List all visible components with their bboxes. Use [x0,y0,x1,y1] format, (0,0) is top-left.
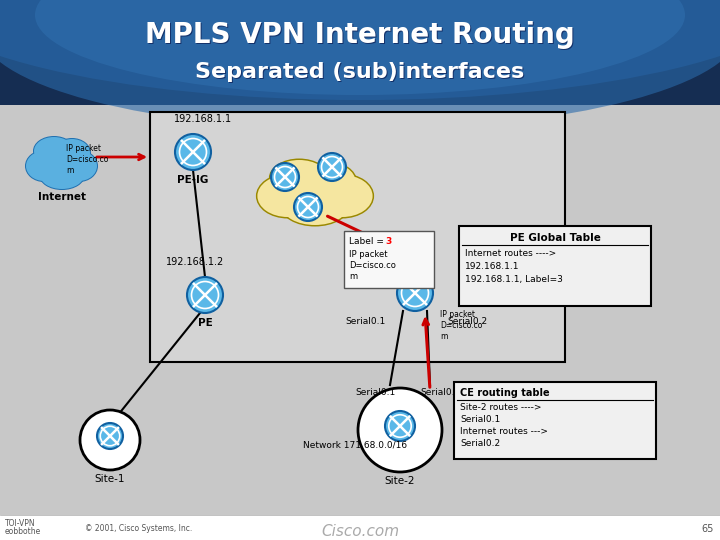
Ellipse shape [35,0,685,95]
Text: Serial0.2: Serial0.2 [460,439,500,448]
Circle shape [385,411,415,441]
Text: 192.168.1.1: 192.168.1.1 [465,262,520,271]
Ellipse shape [256,173,320,219]
FancyBboxPatch shape [454,382,656,459]
FancyBboxPatch shape [459,226,651,306]
Text: Serial0.1: Serial0.1 [355,388,395,397]
Text: PE Global Table: PE Global Table [510,233,600,243]
Ellipse shape [277,166,353,218]
Text: Site-1: Site-1 [95,474,125,484]
Ellipse shape [33,141,91,183]
Ellipse shape [39,160,85,190]
Ellipse shape [26,151,62,181]
Circle shape [397,275,433,311]
Text: Separated (sub)interfaces: Separated (sub)interfaces [195,62,525,82]
Ellipse shape [0,0,720,100]
Ellipse shape [271,160,328,196]
Text: eobbothe: eobbothe [5,527,41,536]
Ellipse shape [34,142,90,182]
Ellipse shape [258,175,318,217]
Text: Separated (sub)interfaces: Separated (sub)interfaces [197,63,526,83]
Circle shape [187,157,199,169]
Text: Internet routes ---->: Internet routes ----> [465,249,557,258]
Text: 3: 3 [385,237,391,246]
Text: 192.168.1.1: 192.168.1.1 [174,114,232,124]
Text: Cisco.com: Cisco.com [321,524,399,539]
Circle shape [304,211,312,220]
Text: PE: PE [415,259,431,269]
Text: Internet routes --->: Internet routes ---> [460,427,548,436]
Text: MPLS VPN Internet Routing: MPLS VPN Internet Routing [146,22,576,50]
Text: Site-2: Site-2 [384,476,415,486]
Text: IP packet
D=cisco.co
m: IP packet D=cisco.co m [440,310,482,341]
Text: TOI-VPN: TOI-VPN [5,519,35,528]
Circle shape [281,181,289,190]
Text: Internet: Internet [38,192,86,202]
Text: 192.168.1.2: 192.168.1.2 [166,257,224,267]
Text: PE: PE [197,318,212,328]
Circle shape [106,440,114,448]
Ellipse shape [25,150,63,182]
Circle shape [328,171,336,180]
Text: PE-IG: PE-IG [177,175,209,185]
Text: 65: 65 [701,524,714,534]
Circle shape [409,299,420,310]
Circle shape [199,300,211,312]
Ellipse shape [60,150,98,182]
Ellipse shape [310,173,374,219]
Ellipse shape [299,161,357,200]
FancyBboxPatch shape [344,231,434,288]
Text: Serial0.2: Serial0.2 [447,317,487,326]
Circle shape [97,423,123,449]
Text: 192.168.1.1, Label=3: 192.168.1.1, Label=3 [465,275,563,284]
Text: CE routing table: CE routing table [460,388,549,398]
Text: MPLS VPN Internet Routing: MPLS VPN Internet Routing [145,21,575,49]
Ellipse shape [282,187,348,225]
Ellipse shape [40,161,84,189]
Ellipse shape [0,0,720,130]
Circle shape [271,163,299,191]
Ellipse shape [276,165,354,219]
Text: IP packet
D=cisco.co
m: IP packet D=cisco.co m [349,250,396,281]
Text: Serial0.1: Serial0.1 [460,415,500,424]
FancyBboxPatch shape [0,0,720,105]
Text: Serial0.2: Serial0.2 [420,388,460,397]
Ellipse shape [300,163,356,199]
Circle shape [175,134,211,170]
FancyBboxPatch shape [150,112,565,362]
Ellipse shape [269,159,330,198]
Ellipse shape [33,136,75,166]
Circle shape [358,388,442,472]
Circle shape [80,410,140,470]
Text: Site-2 routes ---->: Site-2 routes ----> [460,403,541,412]
FancyBboxPatch shape [0,105,720,515]
Ellipse shape [53,138,91,168]
Text: © 2001, Cisco Systems, Inc.: © 2001, Cisco Systems, Inc. [85,524,192,533]
Circle shape [294,193,322,221]
Ellipse shape [61,151,97,181]
FancyBboxPatch shape [0,515,720,540]
Ellipse shape [312,175,373,217]
Ellipse shape [54,139,90,167]
Text: Label =: Label = [349,237,387,246]
Text: Serial0.1: Serial0.1 [345,317,385,326]
Circle shape [318,153,346,181]
Circle shape [187,277,223,313]
Ellipse shape [34,137,74,165]
Ellipse shape [280,186,350,226]
Text: Network 171.68.0.0/16: Network 171.68.0.0/16 [303,440,407,449]
Text: IP packet
D=cisco.co
m: IP packet D=cisco.co m [66,144,109,175]
Circle shape [395,430,405,440]
